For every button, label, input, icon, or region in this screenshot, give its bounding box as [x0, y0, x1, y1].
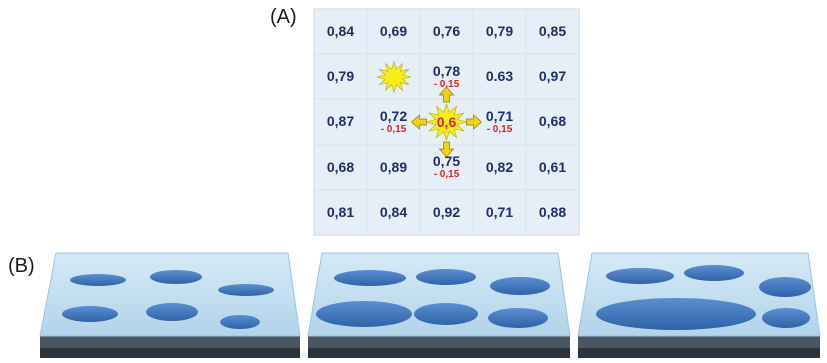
cell-value: 0,87 [326, 113, 355, 130]
cell-value: 0,89 [379, 158, 408, 175]
cell-value: 0,79 [485, 23, 514, 40]
grid-cell: 0,82 [474, 145, 525, 189]
droplet [488, 308, 548, 328]
cell-value: 0,81 [326, 203, 355, 220]
grid-cell: 0,84 [368, 190, 419, 234]
cell-decrement: - 0,15 [380, 123, 407, 135]
grid-cell: 0,72- 0,15 [368, 100, 419, 144]
grid-cell: 0,85 [527, 10, 578, 54]
cell-value: 0,88 [538, 203, 567, 220]
tray-1 [39, 252, 301, 358]
cell-value: 0,85 [538, 23, 567, 40]
droplet [146, 303, 198, 321]
panel-b-label: (B) [8, 255, 35, 277]
droplet [596, 298, 756, 330]
grid-cell: 0.63 [474, 55, 525, 99]
center-value: 0,6 [436, 113, 457, 130]
burst-icon [376, 60, 411, 94]
grid-cell: 0,71 [474, 190, 525, 234]
cell-value: 0,82 [485, 158, 514, 175]
cell-decrement: - 0,15 [433, 78, 460, 90]
grid-cell: 0,81 [315, 190, 366, 234]
grid-cell: 0,89 [368, 145, 419, 189]
droplet [490, 277, 550, 295]
grid-cell: 0,88 [527, 190, 578, 234]
droplet [218, 284, 274, 296]
cell-value: 0,68 [538, 113, 567, 130]
cell-value: 0,84 [379, 203, 408, 220]
grid-cell: 0,79 [315, 55, 366, 99]
panel-a-label: (A) [270, 6, 297, 28]
tray-2 [307, 252, 571, 358]
droplet [416, 269, 476, 285]
grid-cell: 0,68 [315, 145, 366, 189]
cell-decrement: - 0,15 [486, 123, 513, 135]
grid-cell: 0,61 [527, 145, 578, 189]
droplet [762, 308, 810, 328]
cell-value: 0,69 [379, 23, 408, 40]
cell-value: 0,92 [432, 203, 461, 220]
droplet [334, 270, 406, 286]
cell-value: 0,68 [326, 158, 355, 175]
droplet [606, 268, 674, 284]
droplet [62, 306, 118, 322]
grid-cell: 0,79 [474, 10, 525, 54]
grid-cell: 0,78- 0,15 [421, 55, 472, 99]
cell-value: 0.63 [485, 68, 514, 85]
grid-cell: 0,71- 0,15 [474, 100, 525, 144]
grid-cell: 0,92 [421, 190, 472, 234]
droplet [759, 277, 811, 297]
droplet [220, 315, 260, 329]
droplet [70, 274, 126, 286]
droplet [150, 270, 202, 284]
cell-value: 0,72 [379, 107, 408, 124]
grid-cell: 0,84 [315, 10, 366, 54]
value-grid: 0,84 0,69 0,76 0,79 0,85 0,79 0,78- 0,15 0.63 0,… [313, 8, 580, 236]
tray-3 [577, 252, 821, 358]
cell-value: 0,76 [432, 23, 461, 40]
cell-value: 0,71 [485, 203, 514, 220]
grid-cell: 0,76 [421, 10, 472, 54]
grid-cell: 0,87 [315, 100, 366, 144]
grid-cell: 0,69 [368, 10, 419, 54]
droplet [414, 303, 478, 325]
cell-value: 0,97 [538, 68, 567, 85]
droplet [684, 265, 744, 281]
cell-value: 0,79 [326, 68, 355, 85]
grid-cell: 0,97 [527, 55, 578, 99]
grid-cell: 0,68 [527, 100, 578, 144]
cell-value: 0,71 [485, 107, 514, 124]
cell-value: 0,78 [432, 62, 461, 79]
cell-value: 0,61 [538, 158, 567, 175]
droplet [316, 301, 412, 327]
grid-cell-burst [368, 55, 419, 99]
cell-value: 0,84 [326, 23, 355, 40]
cell-decrement: - 0,15 [433, 169, 460, 181]
